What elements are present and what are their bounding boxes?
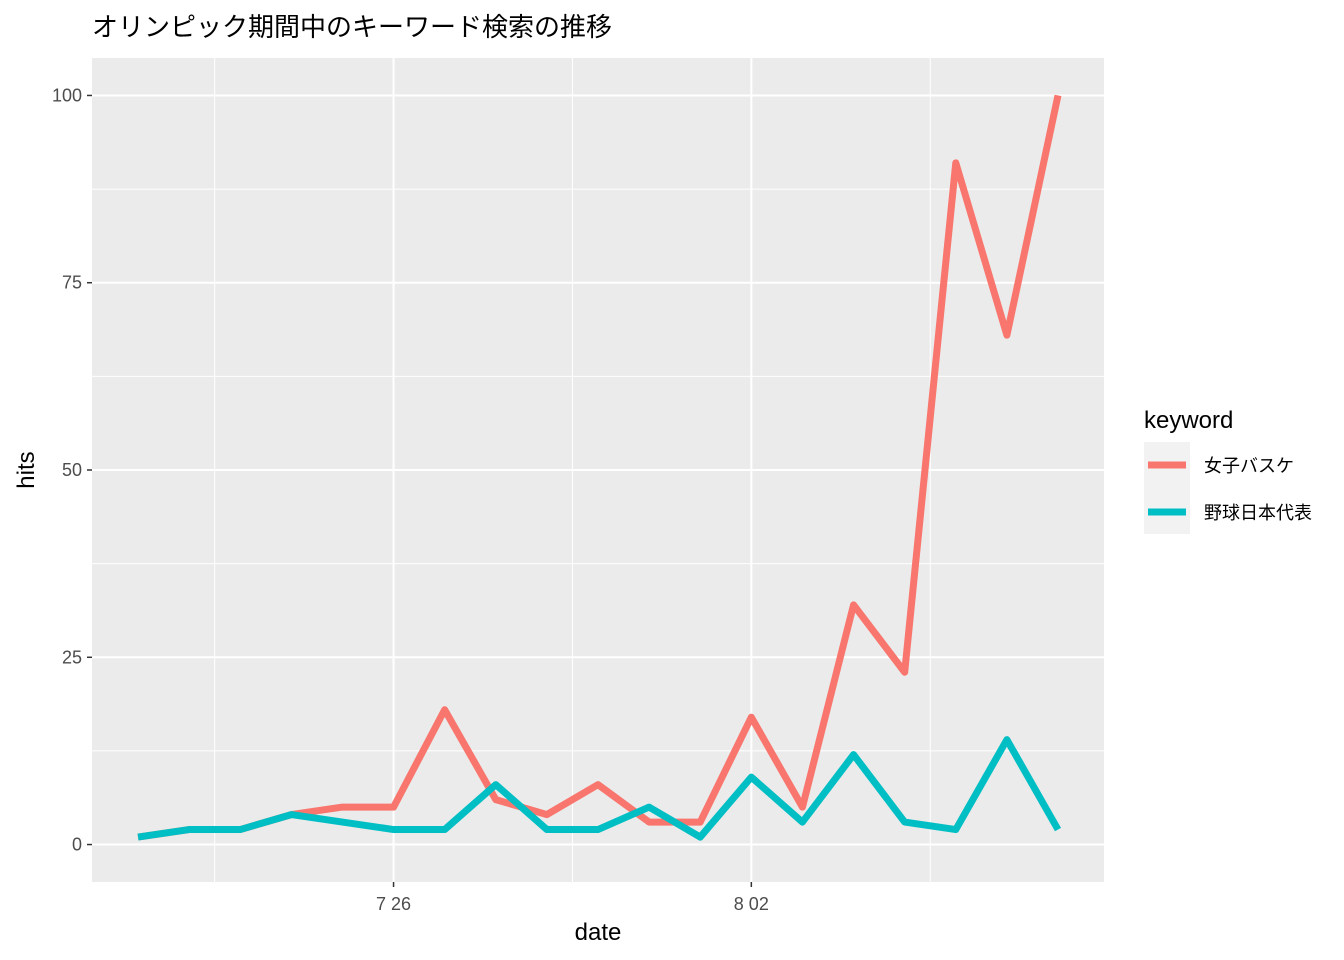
series-line-2 xyxy=(137,736,1062,841)
y-tick-label: 25 xyxy=(62,647,82,667)
y-axis: 0 25 50 75 100 xyxy=(52,85,92,855)
y-tick-label: 50 xyxy=(62,460,82,480)
x-axis: 7 26 8 02 xyxy=(376,882,769,914)
major-gridlines xyxy=(92,58,1104,882)
y-tick-label: 75 xyxy=(62,273,82,293)
y-axis-title: hits xyxy=(13,451,40,488)
x-axis-title: date xyxy=(575,919,622,946)
x-tick-label: 7 26 xyxy=(376,894,411,914)
legend-label-2: 野球日本代表 xyxy=(1204,503,1312,524)
series-lines xyxy=(137,94,1062,841)
legend-title: keyword xyxy=(1144,407,1233,434)
x-tick-label: 8 02 xyxy=(734,894,769,914)
legend-key-background xyxy=(1144,442,1190,534)
chart-title: オリンピック期間中のキーワード検索の推移 xyxy=(92,13,612,43)
y-tick-label: 100 xyxy=(52,85,82,105)
legend-label-1: 女子バスケ xyxy=(1204,456,1294,477)
y-tick-label: 0 xyxy=(72,835,82,855)
